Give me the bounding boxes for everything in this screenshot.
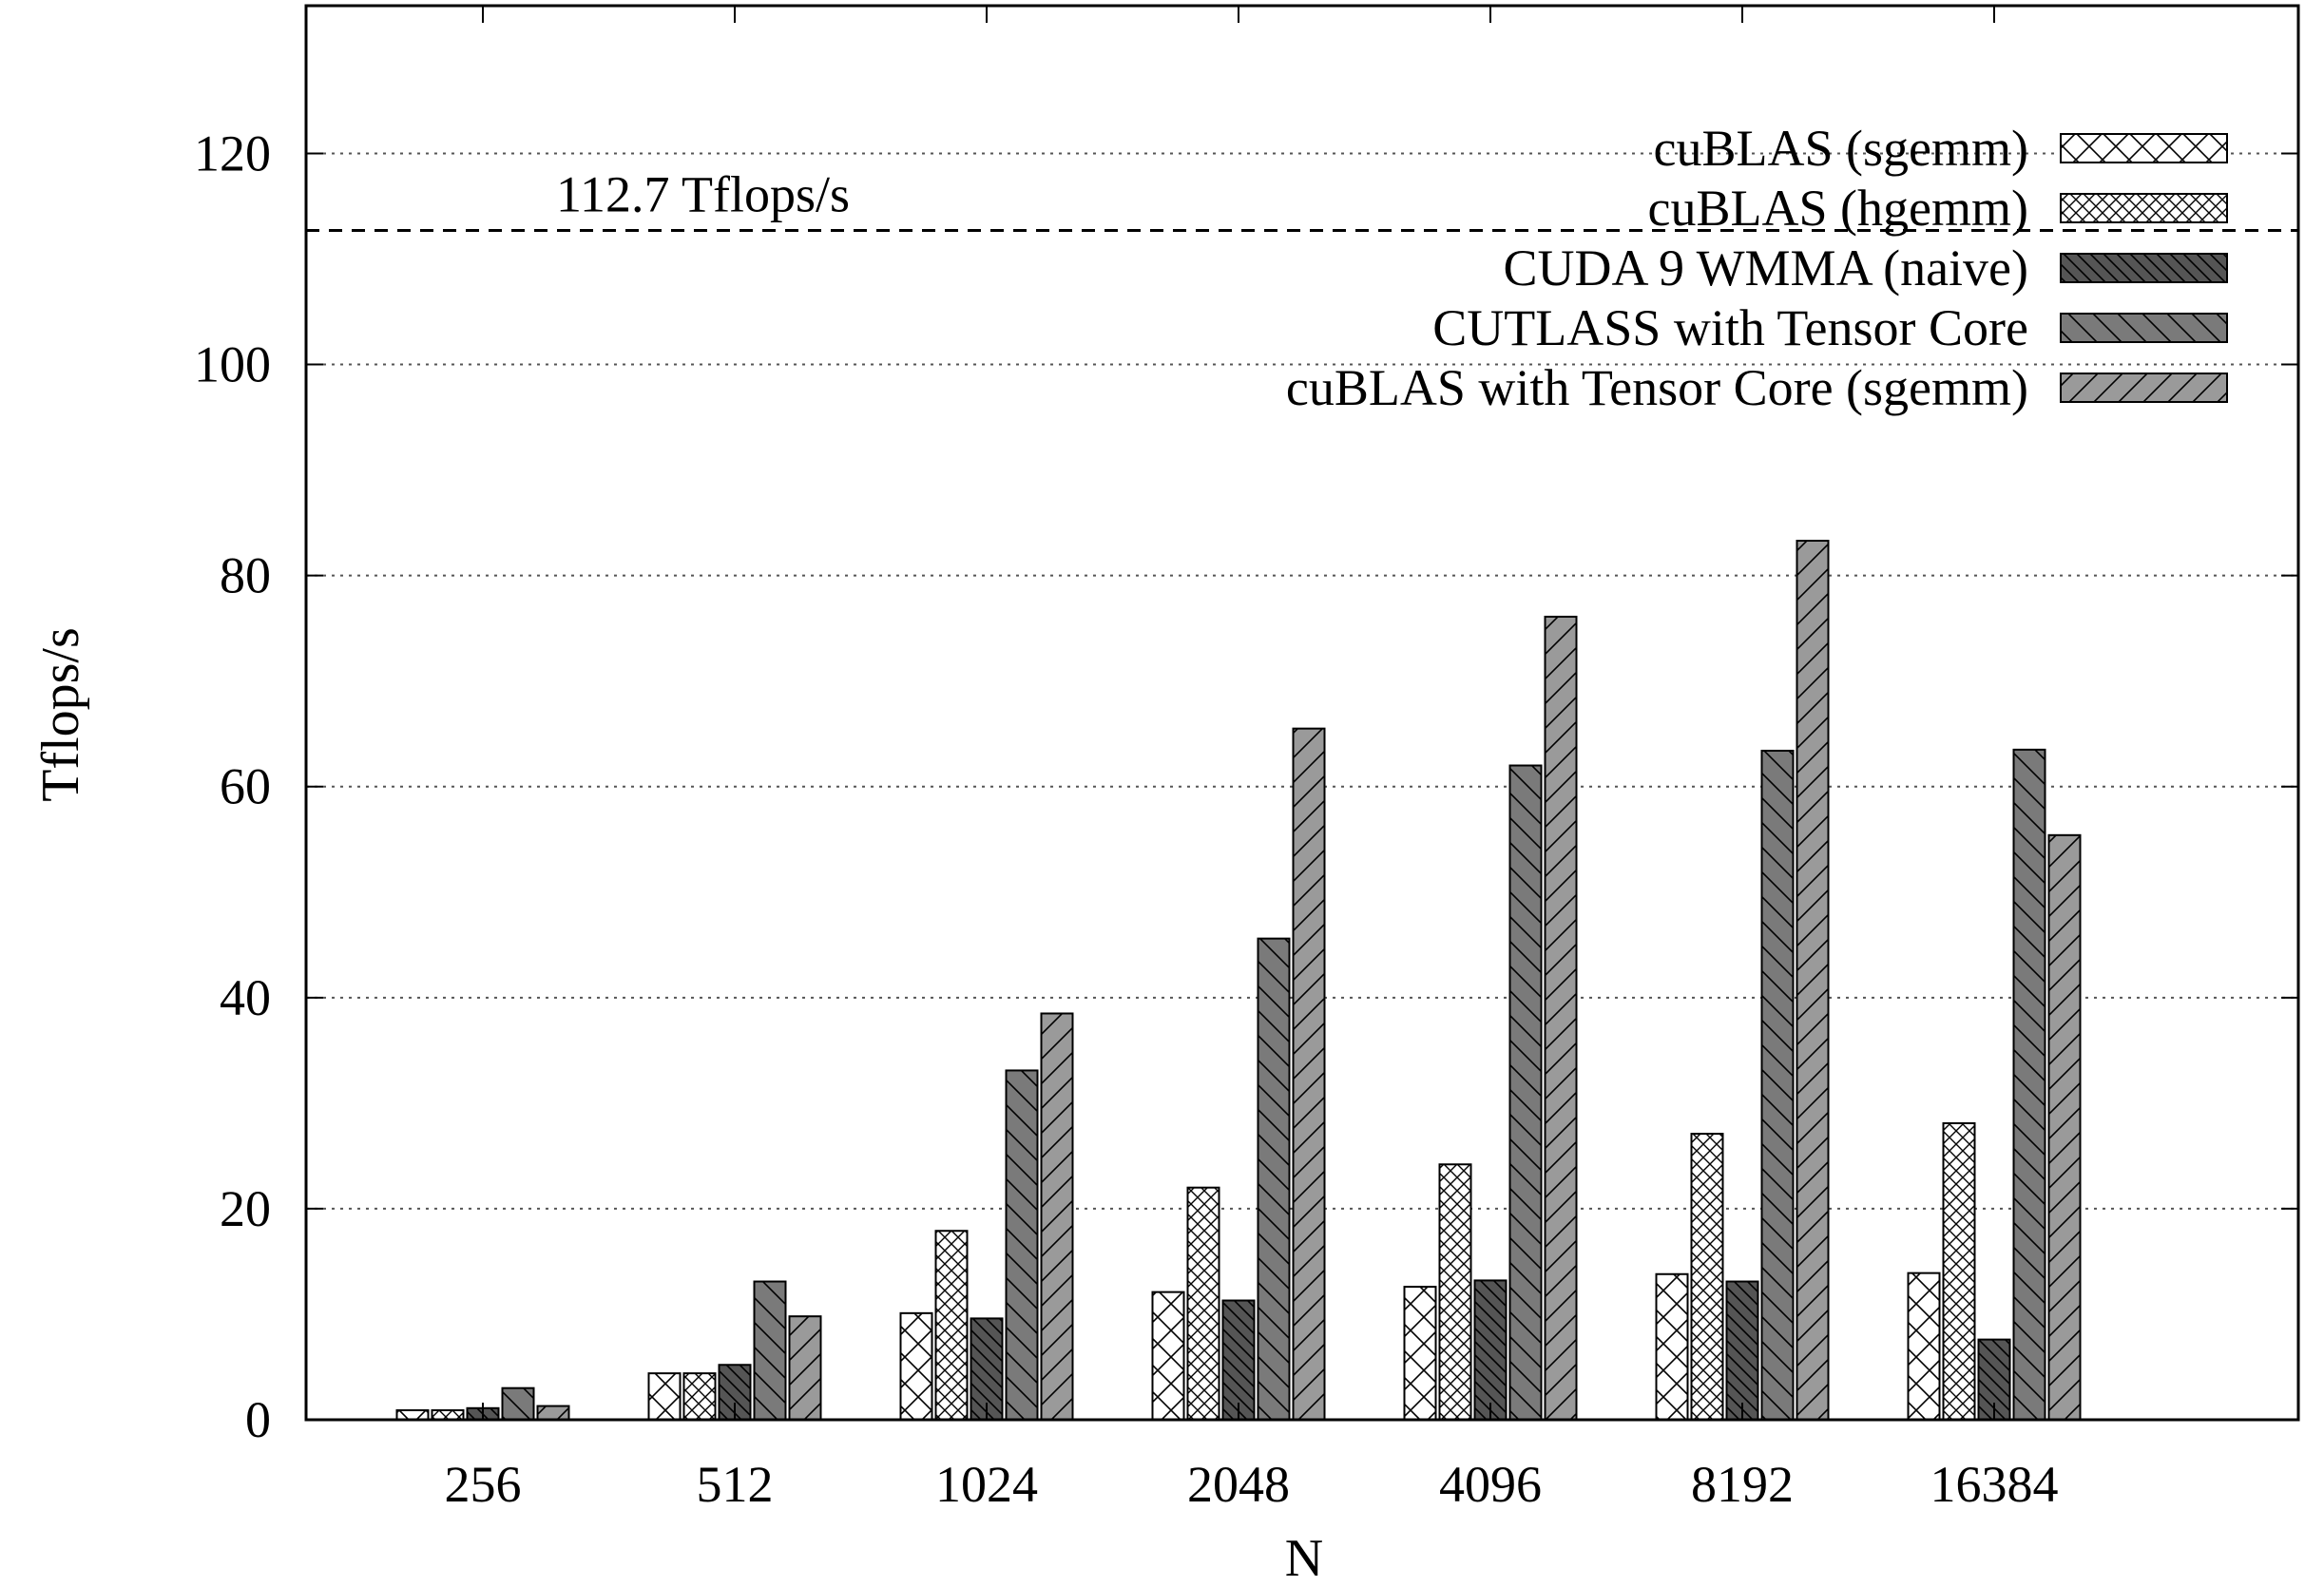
bar-512-series-3 [753, 1280, 787, 1422]
bar-pattern [788, 1315, 822, 1422]
bar-4096-series-3 [1508, 764, 1543, 1421]
bar-pattern [501, 1386, 535, 1421]
bar-pattern [536, 1405, 570, 1422]
bar-4096-series-1 [1438, 1163, 1472, 1421]
legend-label: cuBLAS (sgemm) [1654, 120, 2028, 177]
bar-pattern [1221, 1299, 1256, 1422]
y-tick-label: 100 [194, 336, 271, 393]
legend-label: cuBLAS (hgemm) [1648, 180, 2028, 237]
y-tick-label: 0 [245, 1391, 271, 1448]
bar-pattern [1796, 539, 1830, 1421]
legend-item-4: cuBLAS with Tensor Core (sgemm) [1286, 359, 2228, 416]
bar-pattern [2012, 748, 2046, 1421]
legend-swatch [2060, 253, 2228, 283]
bar-pattern [1005, 1069, 1039, 1421]
legend-swatch [2060, 133, 2228, 163]
x-tick-label: 8192 [1691, 1456, 1794, 1513]
x-tick-label: 1024 [935, 1456, 1038, 1513]
y-tick-label: 40 [220, 969, 271, 1026]
legend-label: cuBLAS with Tensor Core (sgemm) [1286, 359, 2028, 416]
bar-1024-series-0 [899, 1311, 933, 1421]
bar-2048-series-1 [1186, 1186, 1220, 1422]
bar-pattern [1508, 764, 1543, 1421]
bar-pattern [1292, 727, 1326, 1421]
legend-item-0: cuBLAS (sgemm) [1654, 120, 2228, 177]
bars [395, 539, 2082, 1422]
bar-1024-series-3 [1005, 1069, 1039, 1421]
x-axis-title: N [1285, 1529, 1323, 1587]
bar-16384-series-0 [1907, 1272, 1941, 1421]
x-tick-label: 2048 [1187, 1456, 1290, 1513]
legend-swatch [2060, 313, 2228, 343]
bar-2048-series-0 [1151, 1291, 1185, 1422]
bar-pattern [1690, 1133, 1724, 1421]
bar-2048-series-4 [1292, 727, 1326, 1421]
bar-16384-series-2 [1977, 1338, 2011, 1421]
bar-512-series-1 [682, 1372, 717, 1421]
bar-256-series-4 [536, 1405, 570, 1422]
bar-8192-series-2 [1725, 1280, 1759, 1422]
legend-item-1: cuBLAS (hgemm) [1648, 180, 2228, 237]
bar-2048-series-2 [1221, 1299, 1256, 1422]
legend: cuBLAS (sgemm)cuBLAS (hgemm)CUDA 9 WMMA … [1286, 120, 2228, 416]
bar-pattern [682, 1372, 717, 1421]
bar-pattern [970, 1317, 1004, 1421]
bar-pattern [2047, 833, 2082, 1421]
bar-512-series-0 [647, 1372, 682, 1421]
bar-pattern [1151, 1291, 1185, 1422]
legend-item-2: CUDA 9 WMMA (naive) [1504, 239, 2228, 296]
x-tick-label: 512 [697, 1456, 774, 1513]
bar-4096-series-4 [1544, 615, 1578, 1421]
bar-8192-series-1 [1690, 1133, 1724, 1421]
bar-16384-series-4 [2047, 833, 2082, 1421]
plot-frame [304, 4, 2300, 1422]
bar-pattern [1473, 1279, 1508, 1421]
legend-swatch [2060, 373, 2228, 403]
bar-pattern [647, 1372, 682, 1421]
y-tick-label: 120 [194, 124, 271, 182]
legend-label: CUTLASS with Tensor Core [1432, 299, 2028, 356]
bar-pattern [899, 1311, 933, 1421]
bar-8192-series-4 [1796, 539, 1830, 1421]
bar-pattern [1655, 1272, 1689, 1421]
reference-line-group: 112.7 Tflops/s [306, 166, 2298, 233]
x-tick-label: 4096 [1439, 1456, 1542, 1513]
bar-16384-series-3 [2012, 748, 2046, 1421]
bar-256-series-3 [501, 1386, 535, 1421]
bar-16384-series-1 [1942, 1121, 1976, 1422]
bar-4096-series-2 [1473, 1279, 1508, 1421]
bar-pattern [1760, 749, 1795, 1421]
y-axis-title: Tflops/s [31, 627, 90, 802]
bar-pattern [1438, 1163, 1472, 1421]
bar-1024-series-1 [934, 1230, 969, 1421]
bar-pattern [1257, 937, 1291, 1421]
x-tick-label: 16384 [1930, 1456, 2059, 1513]
bar-pattern [934, 1230, 969, 1421]
bar-8192-series-0 [1655, 1272, 1689, 1421]
bar-pattern [1403, 1286, 1437, 1422]
reference-line-label: 112.7 Tflops/s [556, 166, 850, 223]
x-tick-label: 256 [445, 1456, 522, 1513]
y-tick-label: 20 [220, 1180, 271, 1237]
bar-4096-series-0 [1403, 1286, 1437, 1422]
bar-pattern [753, 1280, 787, 1422]
bar-pattern [1942, 1121, 1976, 1422]
bar-1024-series-4 [1040, 1012, 1074, 1422]
axes: 256 512 1024 2048 4096 8192 16384 0 20 40 60 80 100 1… [194, 4, 2300, 1513]
bar-pattern [1907, 1272, 1941, 1421]
bar-pattern [1544, 615, 1578, 1421]
bar-pattern [1725, 1280, 1759, 1422]
bar-pattern [1186, 1186, 1220, 1422]
legend-item-3: CUTLASS with Tensor Core [1432, 299, 2228, 356]
bar-512-series-4 [788, 1315, 822, 1422]
legend-label: CUDA 9 WMMA (naive) [1504, 239, 2028, 296]
bar-pattern [1040, 1012, 1074, 1422]
bar-8192-series-3 [1760, 749, 1795, 1421]
y-tick-label: 60 [220, 758, 271, 815]
y-tick-label: 80 [220, 547, 271, 604]
bar-2048-series-3 [1257, 937, 1291, 1421]
legend-swatch [2060, 193, 2228, 223]
